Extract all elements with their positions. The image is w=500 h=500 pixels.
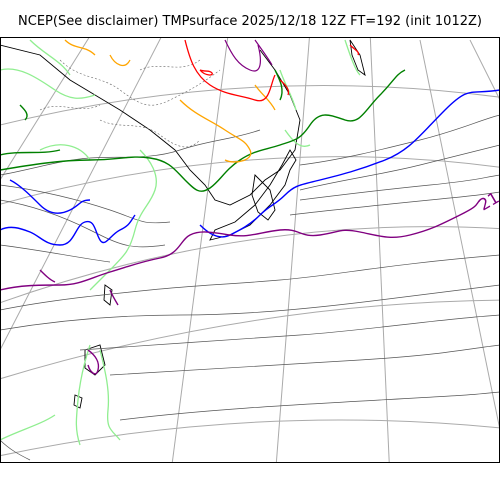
isotherm-line [0,214,136,246]
isotherm-line [0,244,111,263]
longitude-line [0,37,162,351]
isotherm-line [274,69,283,101]
isotherm-line [39,269,56,283]
isotherm-line [59,59,221,106]
isotherm-line [199,69,213,76]
longitude-line [419,39,500,431]
isotherms-dark-purple [224,39,273,72]
isotherm-line [0,149,61,156]
isotherm-line [79,314,500,351]
longitude-line [0,37,90,181]
coastline-island-south [73,394,83,409]
isotherm-line [0,439,31,461]
isotherm-line [284,129,311,147]
contour-label: 21 [475,188,500,215]
isotherm-line [109,289,119,306]
longitude-line [469,39,500,102]
isotherm-line [0,254,500,311]
longitude-line [369,37,390,463]
graticule [0,37,500,463]
latitude-line [0,84,500,126]
isotherm-line [89,149,157,291]
coastline-korea [251,174,276,221]
isotherms-orange [64,39,276,163]
isotherms-purple [0,199,481,375]
coastline-sakhalin [349,39,366,77]
isotherm-line [0,199,166,248]
isotherm-line [0,69,406,192]
isotherm-line [75,344,91,446]
isotherm-line [179,99,252,163]
isotherm-line [254,39,273,66]
isotherm-line [299,174,500,201]
coastlines [0,39,366,409]
isotherm-line [224,39,261,72]
latitude-line [0,299,500,380]
isotherm-line [0,284,500,331]
isotherm-line [0,414,56,441]
isotherm-line [184,39,276,102]
latitude-line [0,156,500,205]
longitude-line [171,37,229,463]
latitude-line [0,226,500,304]
isotherm-line [39,144,91,161]
isotherms-light-green [0,39,361,446]
isotherm-line [0,184,171,224]
isotherm-line [19,104,28,121]
isotherm-line [39,104,101,111]
isotherm-line [99,349,121,441]
isotherm-line [29,39,71,76]
isotherm-line [109,54,131,67]
isotherm-line [9,179,91,214]
isotherms-gray [0,114,500,461]
isotherms-dotted [39,59,221,148]
isotherm-line [139,59,201,71]
latitude-line [0,419,500,457]
isotherm-line [254,84,276,111]
isotherm-line [0,199,481,291]
map-title: NCEP(See disclaimer) TMPsurface 2025/12/… [18,14,482,29]
isotherm-line [119,391,500,421]
isotherm-line [0,68,96,99]
coastline-taiwan [103,284,113,306]
isotherms-red [184,39,360,102]
isotherm-line [279,79,290,96]
isotherm-line [87,349,100,375]
isotherms-blue [0,89,500,246]
isotherm-line [199,89,500,238]
map-frame [0,37,500,463]
coastline-japan [209,149,297,241]
isotherm-line [299,144,500,191]
longitude-line [275,37,310,463]
isotherm-line [109,344,500,376]
isotherm-line [349,44,360,56]
isotherm-line [299,114,500,166]
isotherm-line [289,191,500,216]
isotherm-line [344,39,361,76]
isotherms-green [0,69,406,192]
isotherm-line [99,119,201,148]
isotherm-line [64,39,96,56]
coastline-island-south [84,344,106,376]
coastline-mainland [0,44,301,206]
